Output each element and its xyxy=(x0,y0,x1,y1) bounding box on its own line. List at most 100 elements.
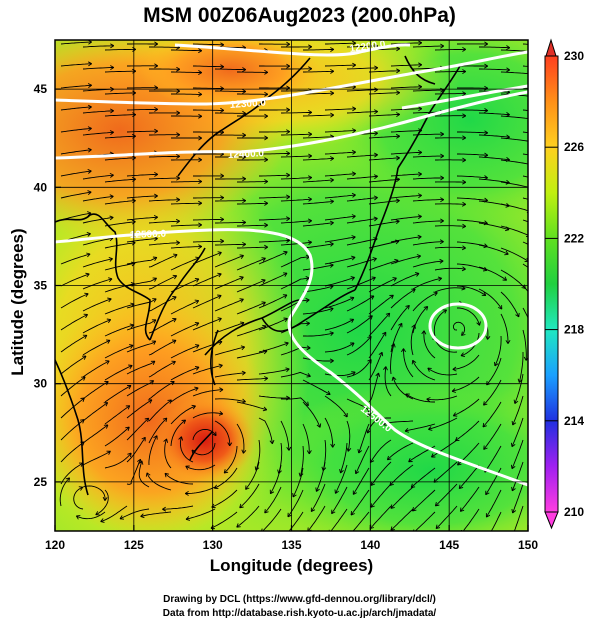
streamline xyxy=(452,354,480,370)
streamline-arrow xyxy=(410,483,416,488)
streamline xyxy=(148,275,177,290)
streamline xyxy=(478,244,509,255)
streamline-arrow xyxy=(350,342,355,347)
streamline-arrow xyxy=(107,297,112,303)
streamline xyxy=(302,357,334,362)
streamline xyxy=(185,508,216,520)
streamline xyxy=(403,348,414,378)
streamline-arrow xyxy=(390,504,395,509)
streamline-arrow xyxy=(476,321,481,326)
streamline-arrow xyxy=(220,64,225,70)
streamline-arrow xyxy=(106,318,112,324)
streamline-arrow xyxy=(103,424,109,429)
streamline xyxy=(164,438,172,469)
streamline-arrow xyxy=(269,489,275,495)
streamline-arrow xyxy=(418,62,423,68)
streamline-arrow xyxy=(483,130,489,136)
streamline xyxy=(412,89,444,92)
streamline xyxy=(280,371,311,378)
streamline xyxy=(185,486,216,494)
streamline xyxy=(346,238,378,246)
streamline-arrow xyxy=(316,423,322,428)
streamline xyxy=(237,181,268,183)
streamline xyxy=(60,149,92,155)
streamline xyxy=(412,177,444,180)
streamline xyxy=(148,242,180,246)
streamline xyxy=(412,306,429,334)
streamline xyxy=(310,483,326,512)
streamline xyxy=(479,46,510,49)
streamline-arrow xyxy=(505,339,511,344)
streamline xyxy=(104,262,136,271)
streamline xyxy=(60,376,86,397)
streamline xyxy=(302,243,334,249)
streamline xyxy=(126,173,158,177)
streamline xyxy=(456,285,487,296)
colorbar-bottom-arrow xyxy=(544,511,559,530)
streamline-arrow xyxy=(129,323,135,329)
streamline xyxy=(126,108,158,111)
streamline-arrow xyxy=(241,449,247,454)
streamline-arrow xyxy=(227,442,233,447)
streamline xyxy=(412,155,444,158)
streamline-arrow xyxy=(125,405,131,410)
streamline xyxy=(60,397,85,419)
streamline xyxy=(434,225,466,227)
streamline-arrow xyxy=(126,384,132,390)
streamline-arrow xyxy=(440,131,445,137)
streamline-arrow xyxy=(452,412,458,417)
streamline xyxy=(500,115,528,119)
streamline xyxy=(223,445,238,474)
streamline xyxy=(82,67,114,70)
streamline xyxy=(324,256,356,265)
streamline xyxy=(427,367,458,376)
streamline-arrow xyxy=(462,69,467,74)
streamline-arrow xyxy=(483,445,488,450)
streamline-arrow xyxy=(421,330,427,335)
contour-line xyxy=(401,84,528,110)
streamline-arrow xyxy=(381,331,387,337)
streamline xyxy=(192,295,222,309)
streamline-arrow xyxy=(329,306,334,312)
streamline-arrow xyxy=(310,507,316,512)
streamline xyxy=(346,359,372,378)
streamline xyxy=(60,441,85,463)
colorbar-tick-label: 222 xyxy=(564,231,584,245)
streamline xyxy=(324,151,356,155)
streamline xyxy=(104,48,136,51)
streamline-arrow xyxy=(154,128,159,134)
streamline-arrow xyxy=(110,43,115,49)
streamline-arrow xyxy=(106,339,111,344)
x-tick-label: 145 xyxy=(439,538,459,552)
streamline-arrow xyxy=(435,524,441,530)
streamline xyxy=(259,152,290,155)
streamline-arrow xyxy=(242,154,247,160)
streamline xyxy=(390,343,395,375)
streamline xyxy=(170,224,202,227)
streamline-arrow xyxy=(194,365,200,371)
streamline-arrow xyxy=(390,343,396,348)
streamline xyxy=(324,318,354,331)
streamline xyxy=(60,334,88,353)
streamline-arrow xyxy=(194,299,200,305)
streamline xyxy=(236,401,267,411)
streamline xyxy=(410,324,416,356)
streamline xyxy=(82,450,111,466)
streamline-arrow xyxy=(176,175,181,181)
streamline-arrow xyxy=(458,484,464,490)
streamline-arrow xyxy=(440,153,445,159)
streamline xyxy=(126,340,156,353)
streamline xyxy=(490,511,502,531)
streamline xyxy=(192,389,224,397)
streamline xyxy=(236,505,260,528)
streamline-arrow xyxy=(241,370,246,376)
streamline-arrow xyxy=(264,222,269,228)
streamline-arrow xyxy=(411,359,417,365)
streamline-arrow xyxy=(119,515,125,520)
streamline-arrow xyxy=(494,361,499,367)
streamline-arrow xyxy=(286,63,291,69)
streamline xyxy=(435,483,458,507)
streamline xyxy=(434,246,466,249)
streamline xyxy=(414,511,436,531)
streamline-arrow xyxy=(395,155,400,161)
